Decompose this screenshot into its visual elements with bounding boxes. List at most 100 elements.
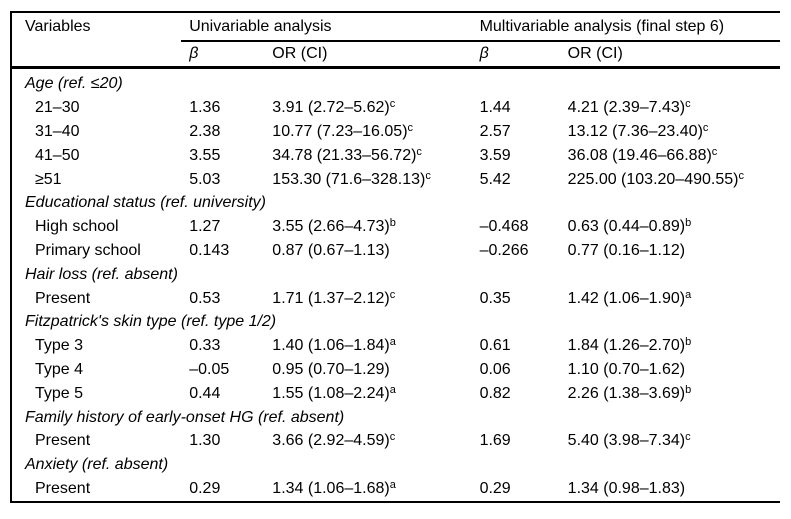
or-ci-value: 36.08 (19.46–66.88)c	[560, 144, 780, 168]
column-header-variables: Variables	[25, 18, 91, 35]
table-row: Type 5 0.44 1.55 (1.08–2.24)a 0.82 2.26 …	[11, 382, 780, 406]
significance-superscript: c	[685, 431, 691, 444]
significance-superscript: a	[389, 383, 396, 396]
or-ci-value: 0.77 (0.16–1.12)	[560, 239, 780, 263]
beta-value: 2.38	[189, 122, 221, 140]
section-row: Age (ref. ≤20)	[11, 67, 780, 96]
or-ci-value: 1.40 (1.06–1.84)a	[264, 334, 471, 358]
table-row: Type 4 –0.05 0.95 (0.70–1.29) 0.06 1.10 …	[11, 358, 780, 382]
group-header-row: Variables Univariable analysis Multivari…	[11, 12, 780, 42]
or-ci-text: 1.34 (0.98–1.83)	[567, 479, 686, 497]
beta-value: 0.82	[479, 384, 511, 402]
or-ci-value: 13.12 (7.36–23.40)c	[560, 120, 780, 144]
or-ci-value: 1.71 (1.37–2.12)c	[264, 287, 471, 311]
or-ci-value: 34.78 (21.33–56.72)c	[264, 144, 471, 168]
section-row: Family history of early-onset HG (ref. a…	[11, 406, 780, 430]
or-ci-text: 1.40 (1.06–1.84)	[272, 337, 390, 355]
or-ci-text: 1.42 (1.06–1.90)	[567, 289, 686, 307]
beta-value: 3.55	[189, 146, 221, 164]
table-row: Primary school 0.143 0.87 (0.67–1.13) –0…	[11, 239, 780, 263]
significance-superscript: b	[685, 217, 692, 230]
significance-superscript: a	[389, 478, 396, 491]
row-label: 21–30	[35, 99, 80, 117]
column-header-beta-multivariable: β	[471, 41, 560, 69]
or-ci-value: 0.95 (0.70–1.29)	[264, 358, 471, 382]
beta-value: 3.59	[479, 146, 511, 164]
beta-value: –0.468	[479, 218, 529, 236]
or-ci-text: 10.77 (7.23–16.05)	[272, 122, 408, 140]
or-ci-value: 2.26 (1.38–3.69)b	[560, 382, 780, 406]
row-label: Type 4	[35, 360, 84, 378]
or-ci-value: 3.91 (2.72–5.62)c	[264, 96, 471, 120]
beta-value: 0.61	[479, 337, 511, 355]
table-row: Present 0.29 1.34 (1.06–1.68)a 0.29 1.34…	[11, 477, 780, 502]
table-row: Present 0.53 1.71 (1.37–2.12)c 0.35 1.42…	[11, 287, 780, 311]
section-label: Fitzpatrick's skin type (ref. type 1/2)	[25, 313, 277, 331]
beta-value: 0.53	[189, 289, 221, 307]
sub-header-row: β OR (CI) β OR (CI)	[11, 41, 780, 69]
beta-value: –0.05	[189, 360, 230, 378]
significance-superscript: c	[407, 121, 414, 134]
section-label: Age (ref. ≤20)	[25, 75, 123, 93]
significance-superscript: a	[389, 336, 396, 349]
statistics-table: Variables Univariable analysis Multivari…	[10, 11, 780, 503]
column-header-or-ci-multivariable: OR (CI)	[559, 41, 780, 69]
or-ci-text: 4.21 (2.39–7.43)	[567, 99, 686, 117]
or-ci-text: 0.95 (0.70–1.29)	[272, 360, 390, 378]
or-ci-value: 3.66 (2.92–4.59)c	[264, 429, 471, 453]
table-row: Present 1.30 3.66 (2.92–4.59)c 1.69 5.40…	[11, 429, 780, 453]
beta-value: 0.33	[189, 337, 221, 355]
significance-superscript: b	[685, 383, 692, 396]
or-ci-text: 34.78 (21.33–56.72)	[272, 146, 417, 164]
table-row: High school 1.27 3.55 (2.66–4.73)b –0.46…	[11, 215, 780, 239]
beta-value: 0.35	[479, 289, 511, 307]
section-label: Educational status (ref. university)	[25, 194, 266, 212]
or-ci-text: 3.91 (2.72–5.62)	[272, 99, 390, 117]
row-label: 31–40	[35, 122, 80, 140]
beta-value: 1.69	[479, 432, 511, 450]
significance-superscript: c	[685, 98, 691, 111]
regression-analysis-table: Variables Univariable analysis Multivari…	[10, 11, 780, 503]
section-row: Fitzpatrick's skin type (ref. type 1/2)	[11, 310, 780, 334]
column-header-or-ci-univariable: OR (CI)	[264, 41, 472, 69]
row-label: Primary school	[35, 241, 141, 259]
or-ci-value: 3.55 (2.66–4.73)b	[264, 215, 471, 239]
row-label: ≥51	[35, 170, 62, 188]
significance-superscript: b	[389, 217, 396, 230]
or-ci-text: 153.30 (71.6–328.13)	[272, 170, 426, 188]
row-label: High school	[35, 218, 119, 236]
row-label: 41–50	[35, 146, 80, 164]
section-label: Family history of early-onset HG (ref. a…	[25, 408, 345, 426]
or-ci-text: 5.40 (3.98–7.34)	[567, 432, 686, 450]
section-label: Anxiety (ref. absent)	[25, 456, 169, 474]
significance-superscript: a	[685, 288, 692, 301]
table-row: 31–40 2.38 10.77 (7.23–16.05)c 2.57 13.1…	[11, 120, 780, 144]
or-ci-text: 0.87 (0.67–1.13)	[272, 241, 390, 259]
or-ci-text: 225.00 (103.20–490.55)	[567, 170, 739, 188]
or-ci-text: 1.10 (0.70–1.62)	[567, 360, 686, 378]
beta-value: 1.44	[479, 99, 511, 117]
significance-superscript: c	[711, 145, 718, 158]
or-ci-value: 1.34 (1.06–1.68)a	[264, 477, 471, 502]
beta-value: 0.29	[189, 479, 221, 497]
significance-superscript: c	[425, 169, 431, 182]
or-ci-value: 1.34 (0.98–1.83)	[560, 477, 780, 502]
or-ci-value: 1.84 (1.26–2.70)b	[560, 334, 780, 358]
beta-value: –0.266	[479, 241, 529, 259]
beta-value: 0.44	[189, 384, 221, 402]
section-row: Anxiety (ref. absent)	[11, 453, 780, 477]
table-row: 21–30 1.36 3.91 (2.72–5.62)c 1.44 4.21 (…	[11, 96, 780, 120]
table-row: 41–50 3.55 34.78 (21.33–56.72)c 3.59 36.…	[11, 144, 780, 168]
or-ci-value: 4.21 (2.39–7.43)c	[560, 96, 780, 120]
significance-superscript: c	[389, 288, 396, 301]
table-row: ≥51 5.03 153.30 (71.6–328.13)c 5.42 225.…	[11, 168, 780, 192]
beta-value: 1.36	[189, 99, 221, 117]
or-ci-value: 153.30 (71.6–328.13)c	[264, 168, 471, 192]
section-label: Hair loss (ref. absent)	[25, 265, 178, 283]
or-ci-text: 1.84 (1.26–2.70)	[567, 337, 686, 355]
beta-value: 0.143	[189, 241, 230, 259]
row-label: Type 3	[35, 337, 84, 355]
or-ci-text: 3.66 (2.92–4.59)	[272, 432, 390, 450]
beta-value: 0.06	[479, 360, 511, 378]
row-label: Present	[35, 479, 91, 497]
